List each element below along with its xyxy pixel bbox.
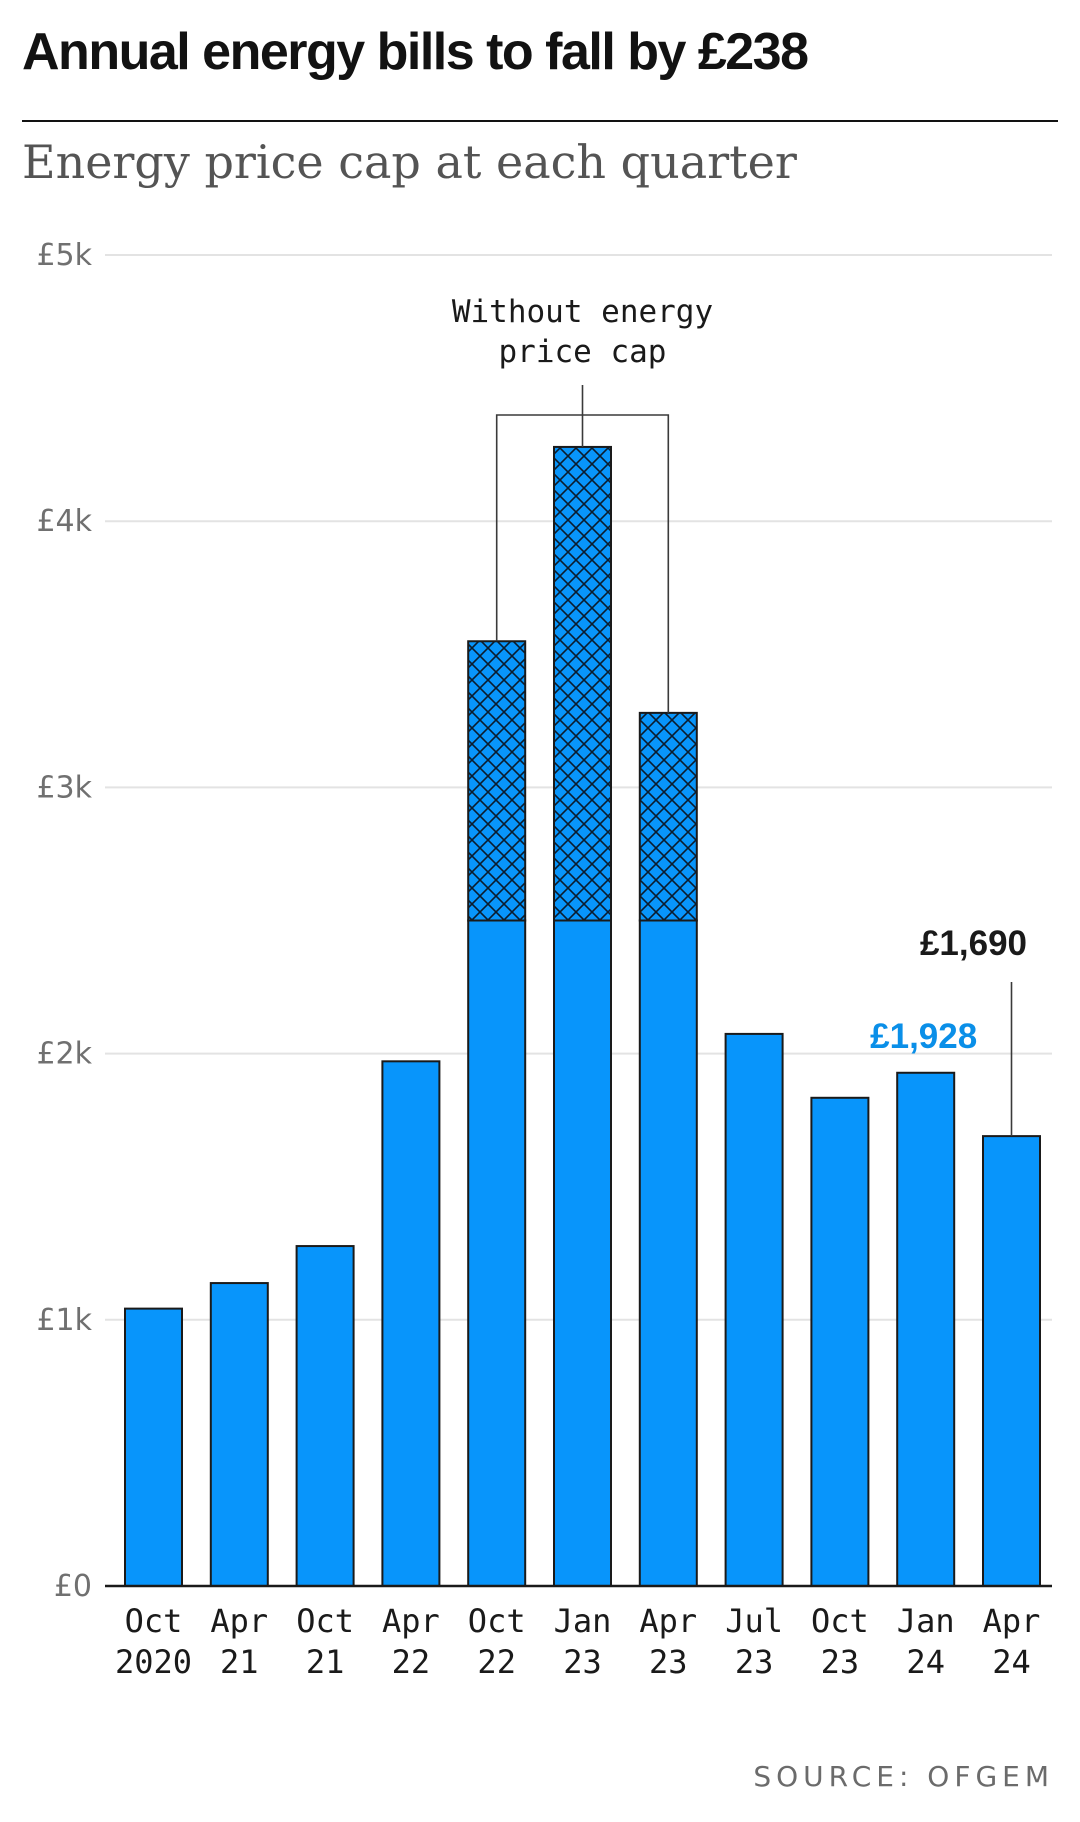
x-tick-label: Apr — [983, 1602, 1041, 1640]
without-cap-label-line2: price cap — [499, 334, 667, 370]
x-tick-label: 23 — [821, 1643, 860, 1681]
bar-uncapped-portion — [553, 445, 612, 922]
x-tick-label: 21 — [220, 1643, 259, 1681]
x-tick-label: Apr — [210, 1602, 268, 1640]
x-tick-label: 21 — [306, 1643, 345, 1681]
without-cap-label-line1: Without energy — [452, 294, 713, 330]
x-tick-label: Oct — [811, 1602, 869, 1640]
bar — [209, 1282, 269, 1588]
x-axis-ticks: Oct2020Apr21Oct21Apr22Oct22Jan23Apr23Jul… — [115, 1602, 1040, 1681]
bar — [896, 1071, 956, 1587]
x-tick-label: Jul — [725, 1602, 783, 1640]
x-tick-label: 24 — [906, 1643, 945, 1681]
y-tick-label: £5k — [36, 238, 92, 273]
x-tick-label: 23 — [563, 1643, 602, 1681]
bar — [124, 1307, 183, 1588]
bar — [724, 1032, 784, 1588]
source-note: SOURCE: OFGEM — [753, 1760, 1054, 1793]
data-label-apr-24: £1,690 — [920, 924, 1027, 963]
x-tick-label: Oct — [296, 1602, 354, 1640]
x-tick-label: 2020 — [115, 1643, 192, 1681]
x-tick-label: 22 — [392, 1643, 431, 1681]
y-tick-label: £4k — [36, 504, 92, 539]
y-tick-label: £0 — [54, 1569, 92, 1604]
y-tick-label: £3k — [36, 770, 92, 805]
x-tick-label: Jan — [554, 1602, 612, 1640]
bar — [381, 1060, 441, 1587]
x-tick-label: Oct — [125, 1602, 183, 1640]
chart-subtitle: Energy price cap at each quarter — [22, 135, 797, 189]
bars — [124, 445, 1041, 1588]
data-label-jan-24: £1,928 — [870, 1017, 977, 1056]
chart-title: Annual energy bills to fall by £238 — [22, 23, 809, 81]
x-tick-label: 23 — [735, 1643, 774, 1681]
x-tick-label: 24 — [992, 1643, 1031, 1681]
x-tick-label: Apr — [382, 1602, 440, 1640]
y-axis-ticks: £0 £1k £2k £3k £4k £5k — [36, 238, 92, 1604]
x-tick-label: Apr — [639, 1602, 697, 1640]
bar — [982, 1135, 1041, 1587]
title-divider — [22, 120, 1058, 122]
x-tick-label: Oct — [468, 1602, 526, 1640]
bar-uncapped-portion — [467, 640, 527, 922]
bar — [553, 919, 612, 1587]
bar-chart: £0£1k£2k£3k£4k£5k Oct2020Apr21Oct21Apr22… — [36, 238, 1052, 1681]
bar — [467, 919, 527, 1587]
x-tick-label: Jan — [897, 1602, 955, 1640]
x-tick-label: 23 — [649, 1643, 688, 1681]
without-cap-bracket — [495, 385, 670, 713]
bar — [638, 919, 698, 1587]
y-tick-label: £1k — [36, 1303, 92, 1338]
bar — [295, 1245, 355, 1588]
annotations: Without energy price cap £1,928 £1,690 — [452, 294, 1027, 1137]
bar — [810, 1096, 870, 1587]
bar-uncapped-portion — [638, 711, 698, 922]
x-tick-label: 22 — [477, 1643, 516, 1681]
y-tick-label: £2k — [36, 1037, 92, 1072]
